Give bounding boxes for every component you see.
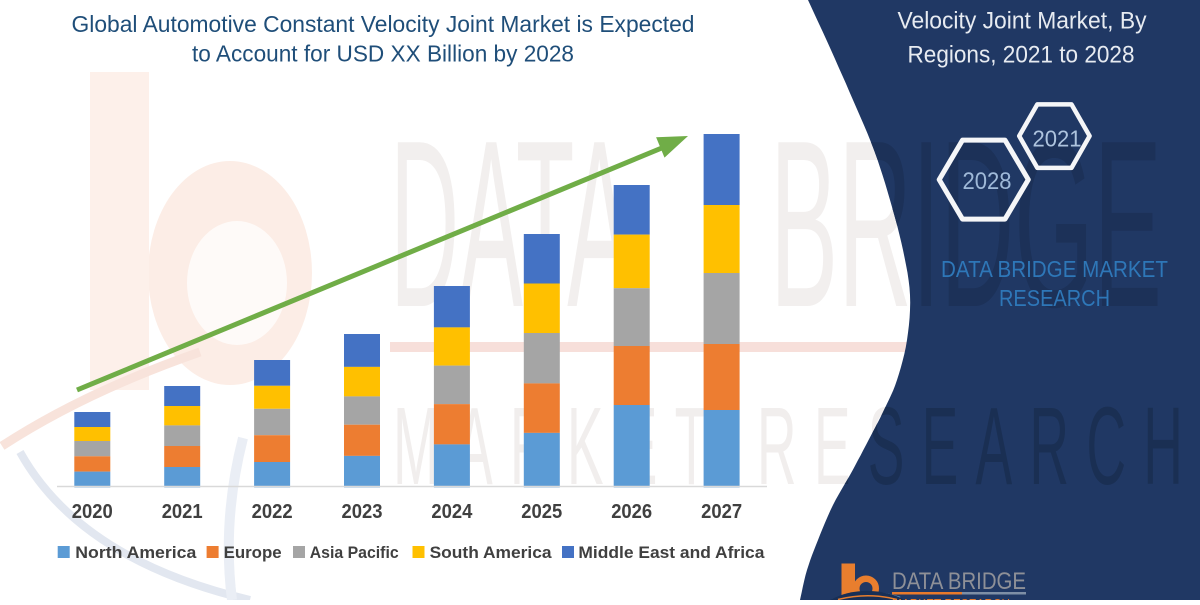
svg-text:DATA BRIDGE MARKET: DATA BRIDGE MARKET	[941, 256, 1168, 282]
svg-text:RESEARCH: RESEARCH	[999, 285, 1110, 311]
svg-text:MARKET RESEARCH: MARKET RESEARCH	[892, 596, 1010, 600]
svg-text:2023: 2023	[342, 501, 383, 523]
svg-text:Global Automotive Constant Vel: Global Automotive Constant Velocity Join…	[72, 11, 695, 37]
svg-text:2021: 2021	[162, 501, 203, 523]
svg-text:2025: 2025	[521, 501, 562, 523]
svg-text:2026: 2026	[611, 501, 652, 523]
svg-text:DATA: DATA	[390, 91, 631, 357]
svg-text:2024: 2024	[431, 501, 473, 523]
svg-text:DATA BRIDGE: DATA BRIDGE	[892, 568, 1026, 595]
svg-text:2021: 2021	[1033, 126, 1082, 152]
svg-text:2028: 2028	[963, 168, 1012, 195]
svg-text:Velocity Joint Market, By: Velocity Joint Market, By	[898, 8, 1147, 35]
svg-text:Middle East and Africa: Middle East and Africa	[578, 543, 765, 562]
svg-text:South America: South America	[430, 543, 553, 562]
svg-text:Europe: Europe	[224, 543, 282, 562]
svg-text:to Account for USD XX Billion: to Account for USD XX Billion by 2028	[192, 41, 574, 67]
svg-text:2027: 2027	[701, 501, 742, 523]
svg-text:2020: 2020	[72, 501, 113, 523]
svg-text:North America: North America	[75, 543, 197, 562]
svg-text:Regions, 2021 to 2028: Regions, 2021 to 2028	[908, 42, 1135, 69]
svg-text:Asia Pacific: Asia Pacific	[310, 543, 399, 562]
svg-text:2022: 2022	[252, 501, 293, 523]
